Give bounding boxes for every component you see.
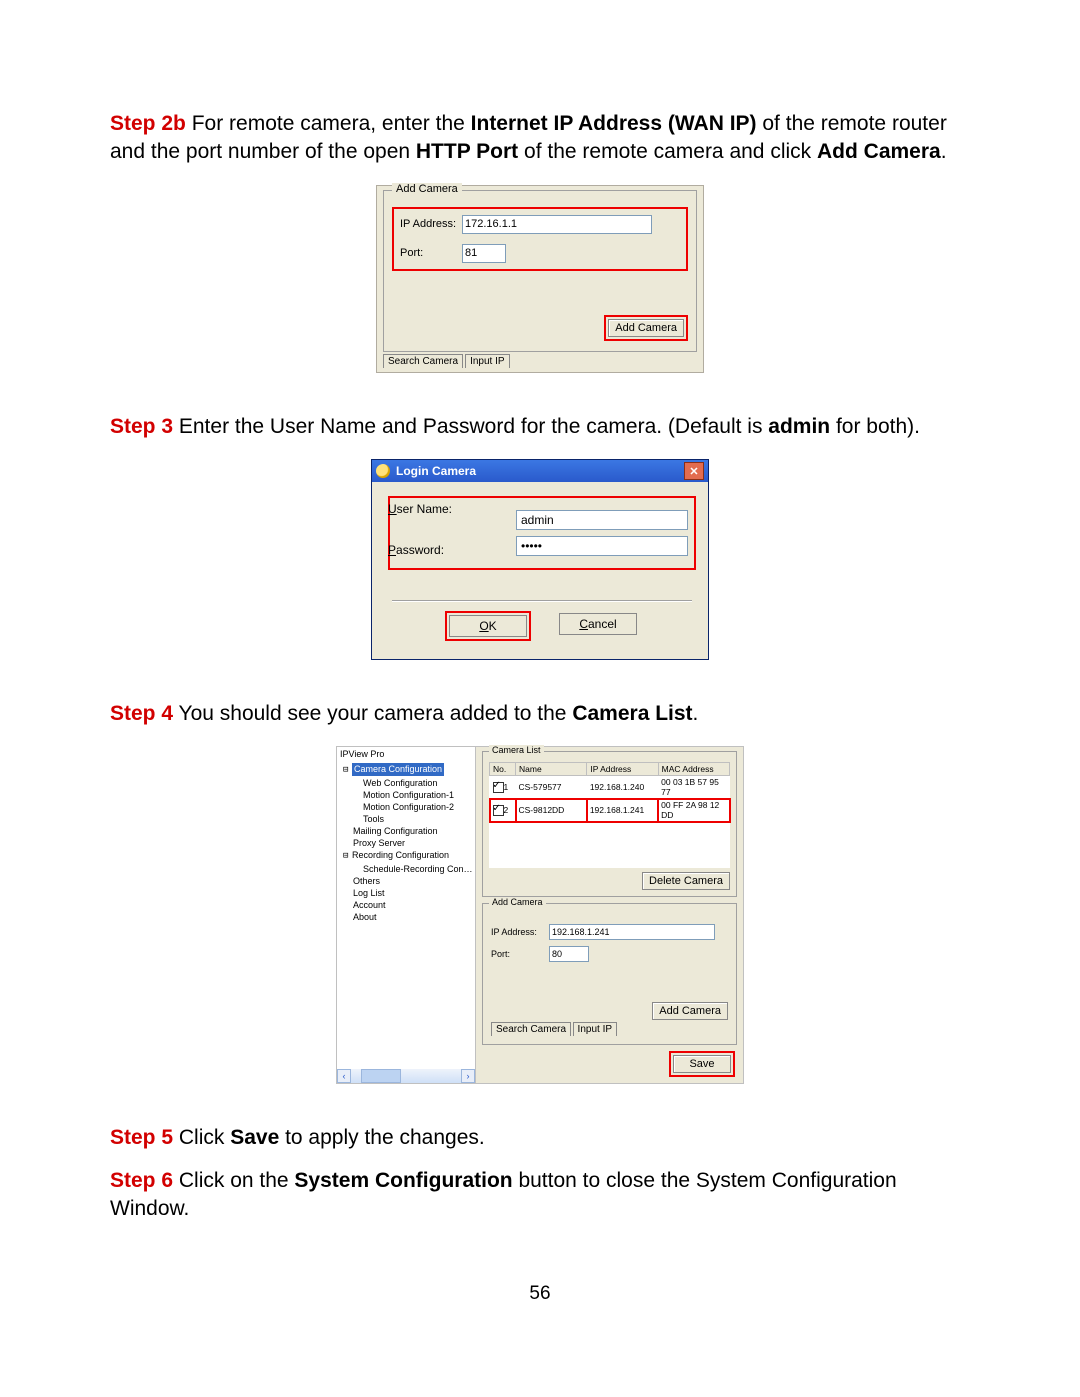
scroll-right-icon[interactable]: ›	[461, 1069, 475, 1083]
step5-label: Step 5	[110, 1126, 173, 1149]
ip-label: IP Address:	[400, 218, 462, 230]
login-camera-dialog: Login Camera ✕ User Name: . Password:	[371, 459, 709, 660]
highlight-inputs: IP Address: Port:	[392, 207, 688, 271]
camera-list-groupbox: Camera List No. Name IP Address MAC Addr…	[482, 751, 737, 897]
step4-label: Step 4	[110, 702, 173, 725]
right-pane: Camera List No. Name IP Address MAC Addr…	[476, 747, 743, 1083]
highlight-add-btn: Add Camera	[604, 315, 688, 341]
tree-pane: IPView Pro ⊟Camera Configuration Web Con…	[337, 747, 476, 1083]
scroll-thumb[interactable]	[361, 1069, 401, 1083]
tree-node[interactable]: ⊟Camera Configuration	[343, 763, 475, 776]
empty-list-area	[489, 822, 730, 868]
add-camera-groupbox: Add Camera IP Address: Port: Add Camera …	[482, 903, 737, 1045]
username-label: User Name:	[388, 502, 508, 516]
password-label: Password:	[388, 543, 444, 557]
port-input[interactable]	[549, 946, 589, 962]
tab-search-camera[interactable]: Search Camera	[491, 1022, 571, 1036]
port-label: Port:	[400, 247, 462, 259]
groupbox-legend: Camera List	[489, 745, 544, 755]
tree-node[interactable]: Mailing Configuration	[343, 825, 475, 837]
tree-node[interactable]: ⊟Recording Configuration	[343, 849, 475, 862]
checkbox-icon[interactable]	[493, 805, 504, 816]
save-button[interactable]: Save	[673, 1055, 731, 1073]
step6-paragraph: Step 6 Click on the System Configuration…	[110, 1167, 970, 1224]
highlight-save: Save	[669, 1051, 735, 1077]
tab-input-ip[interactable]: Input IP	[573, 1022, 617, 1036]
tree-node[interactable]: Log List	[343, 887, 475, 899]
step3-paragraph: Step 3 Enter the User Name and Password …	[110, 413, 970, 441]
col-name: Name	[516, 763, 587, 776]
camera-list-table: No. Name IP Address MAC Address 1 CS-579…	[489, 762, 730, 822]
ipview-pro-window: IPView Pro ⊟Camera Configuration Web Con…	[336, 746, 744, 1084]
highlight-ok: OK	[445, 611, 531, 641]
step2b-label: Step 2b	[110, 112, 186, 135]
groupbox-legend: Add Camera	[392, 183, 462, 195]
ip-label: IP Address:	[491, 927, 549, 937]
titlebar: Login Camera ✕	[372, 460, 708, 482]
cancel-wrap: Cancel	[557, 611, 639, 641]
step6-label: Step 6	[110, 1169, 173, 1192]
tree-title: IPView Pro	[337, 747, 475, 761]
config-tree: ⊟Camera Configuration Web Configuration …	[337, 761, 475, 923]
tree-node[interactable]: Motion Configuration-1	[343, 789, 475, 801]
col-mac: MAC Address	[658, 763, 729, 776]
tree-node[interactable]: Proxy Server	[343, 837, 475, 849]
ip-input[interactable]	[462, 215, 652, 234]
ok-button[interactable]: OK	[449, 615, 527, 637]
ip-input[interactable]	[549, 924, 715, 940]
tree-node[interactable]: Tools	[343, 813, 475, 825]
step5-paragraph: Step 5 Click Save to apply the changes.	[110, 1124, 970, 1152]
document-page: Step 2b For remote camera, enter the Int…	[0, 0, 1080, 1345]
step3-label: Step 3	[110, 415, 173, 438]
close-icon[interactable]: ✕	[684, 462, 704, 480]
delete-camera-button[interactable]: Delete Camera	[642, 872, 730, 890]
add-camera-dialog: Add Camera IP Address: Port: Add Camera …	[376, 185, 704, 373]
password-input[interactable]	[516, 536, 688, 556]
page-number: 56	[110, 1283, 970, 1305]
horizontal-scrollbar[interactable]: ‹ ›	[337, 1069, 475, 1083]
tab-row: Search Camera Input IP	[377, 352, 703, 372]
tab-input-ip[interactable]: Input IP	[465, 354, 509, 368]
checkbox-icon[interactable]	[493, 782, 504, 793]
separator	[392, 600, 692, 601]
app-icon	[376, 464, 390, 478]
col-no: No.	[490, 763, 516, 776]
tree-node[interactable]: Motion Configuration-2	[343, 801, 475, 813]
tree-node[interactable]: Others	[343, 875, 475, 887]
table-row[interactable]: 2 CS-9812DD 192.168.1.241 00 FF 2A 98 12…	[490, 799, 730, 822]
add-camera-button[interactable]: Add Camera	[608, 319, 684, 337]
add-camera-groupbox: Add Camera IP Address: Port: Add Camera	[383, 190, 697, 352]
username-input[interactable]	[516, 510, 688, 530]
tree-node[interactable]: About	[343, 911, 475, 923]
table-header-row: No. Name IP Address MAC Address	[490, 763, 730, 776]
tree-node[interactable]: Account	[343, 899, 475, 911]
tab-search-camera[interactable]: Search Camera	[383, 354, 463, 368]
cancel-button[interactable]: Cancel	[559, 613, 637, 635]
table-row[interactable]: 1 CS-579577 192.168.1.240 00 03 1B 57 95…	[490, 776, 730, 799]
tree-node[interactable]: Web Configuration	[343, 777, 475, 789]
port-input[interactable]	[462, 244, 506, 263]
step2b-paragraph: Step 2b For remote camera, enter the Int…	[110, 110, 970, 167]
col-ip: IP Address	[587, 763, 658, 776]
dialog-title: Login Camera	[396, 464, 684, 478]
scroll-left-icon[interactable]: ‹	[337, 1069, 351, 1083]
port-label: Port:	[491, 949, 549, 959]
tree-node[interactable]: Schedule-Recording Con…	[343, 863, 475, 875]
groupbox-legend: Add Camera	[489, 897, 546, 907]
add-camera-button[interactable]: Add Camera	[652, 1002, 728, 1020]
step4-paragraph: Step 4 You should see your camera added …	[110, 700, 970, 728]
